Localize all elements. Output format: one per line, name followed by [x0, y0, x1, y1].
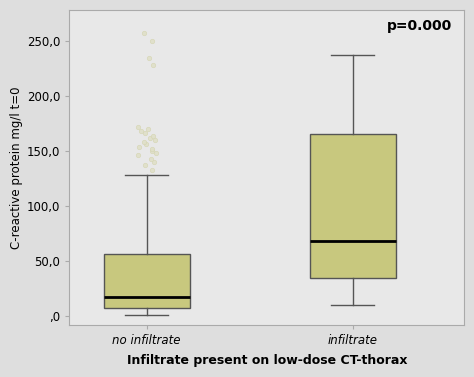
Point	[153, 150, 160, 156]
Point	[134, 124, 141, 130]
Point	[135, 144, 143, 150]
Point	[140, 139, 148, 145]
Point	[142, 162, 149, 168]
Point	[146, 135, 153, 141]
Point	[140, 30, 147, 36]
Point	[144, 126, 152, 132]
Point	[149, 132, 157, 138]
Point	[148, 167, 156, 173]
Point	[149, 146, 156, 152]
Point	[135, 152, 142, 158]
PathPatch shape	[104, 254, 190, 308]
PathPatch shape	[310, 135, 396, 278]
Point	[137, 128, 145, 134]
Point	[152, 137, 159, 143]
Text: p=0.000: p=0.000	[387, 19, 452, 33]
Point	[148, 38, 155, 44]
Point	[148, 148, 156, 154]
Point	[147, 156, 155, 162]
Point	[146, 55, 153, 61]
Point	[142, 141, 149, 147]
X-axis label: Infiltrate present on low-dose CT-thorax: Infiltrate present on low-dose CT-thorax	[127, 354, 407, 367]
Y-axis label: C-reactive protein mg/l t=0: C-reactive protein mg/l t=0	[10, 86, 23, 249]
Point	[150, 159, 158, 165]
Point	[149, 62, 157, 68]
Point	[142, 130, 149, 136]
